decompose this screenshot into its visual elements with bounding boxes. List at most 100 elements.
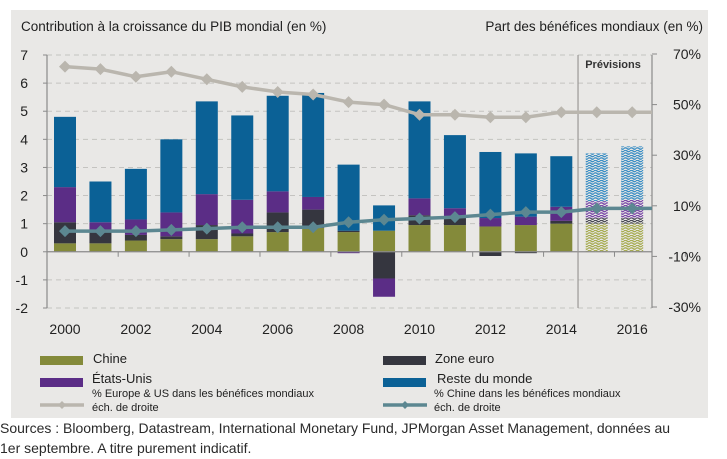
bar-chine-2013 <box>514 225 537 252</box>
bar-zone_euro-2003 <box>160 236 183 240</box>
marker-eu_us_line-2014 <box>555 106 568 119</box>
bar-etats_unis-2006 <box>266 191 289 213</box>
marker-eu_us_line-2005 <box>236 80 249 93</box>
bar-reste-2001 <box>89 181 112 223</box>
left-tick-label: -1 <box>16 272 29 288</box>
bar-reste-2008 <box>337 164 360 231</box>
x-tick-label: 2006 <box>262 321 293 337</box>
bar-reste-2007 <box>302 92 325 197</box>
bar-reste-2012 <box>479 151 502 219</box>
marker-chine_line-2013 <box>519 206 532 219</box>
bar-chine-2002 <box>124 240 147 252</box>
bar-zone_euro-2016 <box>621 218 644 224</box>
right-tick-label: 10% <box>673 198 701 214</box>
marker-chine_line-2007 <box>307 221 320 234</box>
bar-zone_euro-2012 <box>479 251 502 256</box>
bar-reste-2016 <box>621 146 644 200</box>
bar-etats_unis-2013 <box>514 216 537 226</box>
bar-etats_unis-2000 <box>54 187 76 223</box>
legend-label-zone-euro: Zone euro <box>435 351 495 366</box>
marker-chine_line-2002 <box>129 225 142 238</box>
bar-reste-2010 <box>408 101 431 199</box>
legend-label-etats-unis: États-Unis <box>92 371 152 386</box>
marker-chine_line-2011 <box>448 211 461 224</box>
source-line-2: 1er septembre. A titre purement indicati… <box>0 440 252 456</box>
bar-chine-2000 <box>54 243 76 252</box>
marker-chine_line-2008 <box>342 216 355 229</box>
bar-etats_unis-2009 <box>373 278 396 297</box>
bar-reste-2011 <box>443 135 466 209</box>
legend-label-chine: Chine <box>93 351 127 366</box>
bar-zone_euro-2008 <box>337 230 360 233</box>
bar-reste-2013 <box>514 153 537 217</box>
bar-reste-2002 <box>124 168 147 220</box>
bar-chine-2001 <box>89 243 112 252</box>
left-tick-label: 0 <box>20 244 28 260</box>
marker-eu_us_line-2008 <box>342 96 355 109</box>
legend-swatch-chine <box>40 356 83 365</box>
left-tick-label: 2 <box>20 188 28 204</box>
bar-chine-2014 <box>550 223 573 252</box>
bar-chine-2003 <box>160 239 183 252</box>
left-tick-label: 3 <box>20 159 28 175</box>
marker-eu_us_line-2009 <box>378 98 391 111</box>
bar-zone_euro-2015 <box>585 218 608 224</box>
bar-chine-2007 <box>302 227 325 252</box>
right-tick-label: 30% <box>673 147 701 163</box>
bar-zone_euro-2001 <box>89 232 112 244</box>
x-tick-label: 2014 <box>546 321 577 337</box>
right-axis-title: Part des bénéfices mondiaux (en %) <box>485 19 703 34</box>
marker-eu_us_line-2006 <box>271 85 284 98</box>
legend-label-reste: Reste du monde <box>437 371 533 386</box>
legend-swatch-reste <box>383 378 426 387</box>
bar-etats_unis-2007 <box>302 196 325 210</box>
bar-reste-2015 <box>585 153 608 202</box>
bar-etats_unis-2012 <box>479 218 502 227</box>
marker-chine_line-2010 <box>413 212 426 225</box>
marker-chine_line-2016 <box>626 202 639 215</box>
marker-chine_line-2012 <box>484 208 497 221</box>
right-tick-label: -10% <box>668 248 701 264</box>
x-tick-label: 2012 <box>475 321 506 337</box>
bar-chine-2008 <box>337 232 360 252</box>
bar-chine-2015 <box>585 223 608 252</box>
x-tick-label: 2002 <box>120 321 151 337</box>
bar-chine-2009 <box>373 230 396 252</box>
legend-label-eu-us-line: % Europe & US dans les bénéfices mondiau… <box>92 388 314 400</box>
legend-sub-eu-us-line: éch. de droite <box>92 402 159 414</box>
left-tick-label: 4 <box>20 131 28 147</box>
bar-etats_unis-2008 <box>337 251 360 254</box>
bar-chine-2005 <box>231 236 254 252</box>
x-tick-label: 2000 <box>49 321 80 337</box>
marker-chine_line-2014 <box>555 206 568 219</box>
marker-chine_line-2015 <box>590 202 603 215</box>
marker-eu_us_line-2003 <box>165 65 178 78</box>
left-tick-label: 7 <box>20 47 28 63</box>
source-line-1: Sources : Bloomberg, Datastream, Interna… <box>0 420 671 436</box>
bar-reste-2003 <box>160 139 183 213</box>
left-axis-title: Contribution à la croissance du PIB mond… <box>21 19 327 34</box>
marker-eu_us_line-2007 <box>307 88 320 101</box>
marker-eu_us_line-2015 <box>590 106 603 119</box>
bar-reste-2005 <box>231 115 254 200</box>
bar-etats_unis-2004 <box>195 194 218 226</box>
right-tick-label: 70% <box>673 46 701 62</box>
x-tick-label: 2016 <box>617 321 648 337</box>
bar-zone_euro-2014 <box>550 220 573 224</box>
forecast-label: Prévisions <box>585 59 641 71</box>
bar-chine-2012 <box>479 226 502 252</box>
left-tick-label: 5 <box>20 103 28 119</box>
marker-eu_us_line-2013 <box>519 111 532 124</box>
bar-reste-2004 <box>195 101 218 195</box>
legend-line-eu-us <box>40 401 84 409</box>
marker-eu_us_line-2012 <box>484 111 497 124</box>
bar-zone_euro-2007 <box>302 209 325 228</box>
x-tick-label: 2010 <box>404 321 435 337</box>
marker-eu_us_line-2010 <box>413 108 426 121</box>
marker-chine_line-2000 <box>59 225 71 238</box>
legend-label-chine-line: % Chine dans les bénéfices mondiaux <box>434 388 621 400</box>
bar-reste-2006 <box>266 95 289 192</box>
right-tick-label: -30% <box>668 299 701 315</box>
marker-eu_us_line-2011 <box>448 108 461 121</box>
